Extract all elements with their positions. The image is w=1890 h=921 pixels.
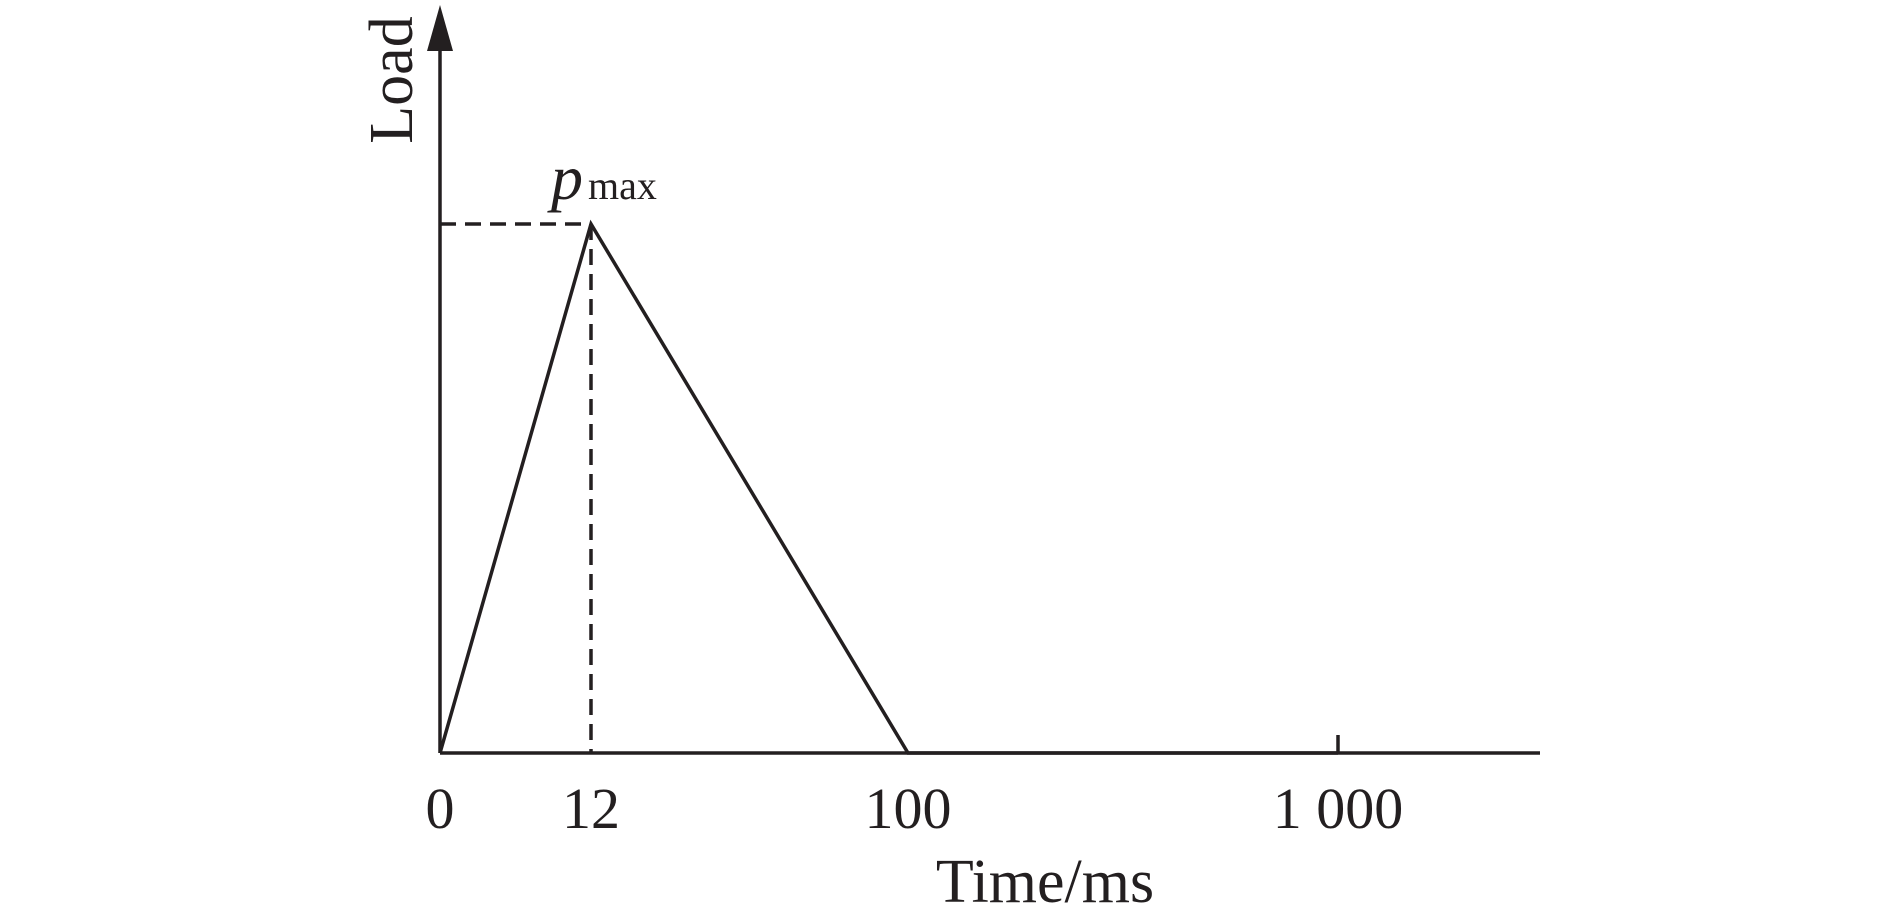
guide-lines — [440, 222, 593, 753]
y-axis-label: Load — [358, 16, 426, 143]
annotations: p max — [547, 142, 657, 213]
x-ticks: 0 12 100 1 000 — [426, 735, 1404, 841]
y-axis-arrow — [427, 5, 453, 51]
x-tick-label-0: 0 — [426, 776, 455, 841]
peak-annotation-0: p max — [547, 142, 657, 213]
x-tick-label-1: 12 — [562, 776, 620, 841]
x-tick-label-3: 1 000 — [1273, 776, 1404, 841]
series-group — [438, 219, 1338, 755]
x-tick-label-2: 100 — [865, 776, 952, 841]
peak-annotation-subscript: max — [588, 163, 657, 208]
peak-annotation-base: p — [547, 142, 583, 213]
series-line-0 — [438, 219, 1338, 755]
axes — [427, 5, 1540, 755]
x-axis-label: Time/ms — [936, 848, 1154, 916]
